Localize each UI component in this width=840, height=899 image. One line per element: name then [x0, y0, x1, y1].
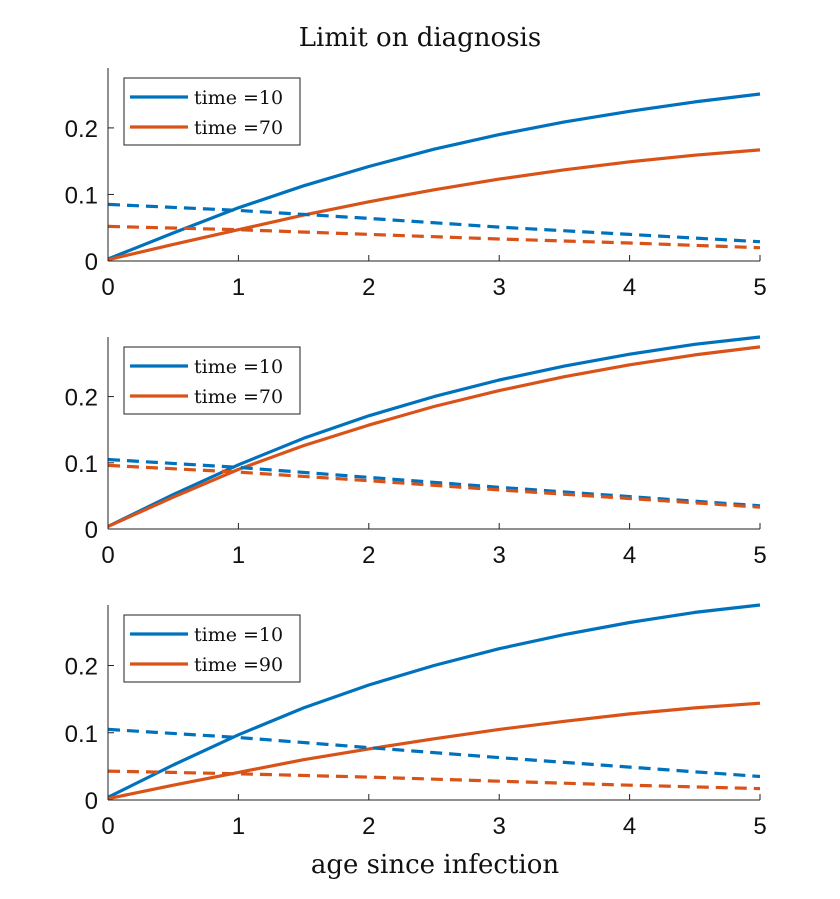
x-tick-label: 5: [753, 274, 766, 301]
x-tick-label: 5: [753, 813, 766, 840]
series-line-3-3-dashed: [107, 727, 761, 779]
legend-label: time =70: [194, 386, 283, 408]
x-axis-label: age since infection: [311, 850, 559, 880]
y-tick-label: 0.2: [65, 385, 98, 412]
legend: time =10 time =70: [123, 77, 301, 146]
legend: time =10 time =70: [123, 346, 301, 415]
x-tick-label: 1: [232, 813, 245, 840]
subplot-3: 0 1 2 3 4 5 0 0.1 0.2 time =10 time =90: [65, 603, 767, 840]
y-tick-label: 0.1: [65, 721, 98, 748]
series-line-1-3-dashed: [107, 202, 761, 244]
x-tick-label: 2: [362, 274, 375, 301]
legend-label: time =90: [194, 654, 283, 676]
x-tick-label: 4: [623, 542, 636, 569]
figure-title: Limit on diagnosis: [299, 23, 541, 53]
legend-box: [123, 77, 301, 146]
legend-box: [123, 346, 301, 415]
x-tick-label: 2: [362, 813, 375, 840]
y-tick-label: 0.2: [65, 654, 98, 681]
subplot-1: 0 1 2 3 4 5 0 0.1 0.2 time =10 time =70: [65, 68, 767, 301]
x-tick-label: 0: [101, 274, 114, 301]
subplot-2: 0 1 2 3 4 5 0 0.1 0.2 time =10 time =70: [65, 335, 767, 569]
x-tick-label: 0: [101, 542, 114, 569]
legend-box: [123, 614, 301, 683]
x-tick-label: 3: [493, 274, 506, 301]
series-line-2-3-dashed: [107, 457, 761, 508]
legend-label: time =70: [194, 117, 283, 139]
legend-label: time =10: [194, 356, 283, 378]
x-tick-label: 4: [623, 274, 636, 301]
series-line-1-4-dashed: [107, 224, 761, 250]
y-tick-label: 0.1: [65, 451, 98, 478]
legend: time =10 time =90: [123, 614, 301, 683]
x-tick-label: 3: [493, 542, 506, 569]
x-tick-label: 0: [101, 813, 114, 840]
legend-label: time =10: [194, 624, 283, 646]
x-tick-label: 2: [362, 542, 375, 569]
series-line-3-2-solid: [107, 701, 761, 801]
legend-label: time =10: [194, 87, 283, 109]
y-tick-label: 0: [85, 249, 98, 276]
x-tick-label: 5: [753, 542, 766, 569]
y-tick-label: 0: [85, 788, 98, 815]
series-line-2-1-solid: [107, 335, 761, 528]
series-line-1-1-solid: [107, 92, 761, 261]
y-tick-label: 0.2: [65, 116, 98, 143]
y-tick-label: 0.1: [65, 182, 98, 209]
series-line-1-2-solid: [107, 148, 761, 262]
series-line-3-1-solid: [107, 603, 761, 799]
y-tick-label: 0: [85, 517, 98, 544]
series-line-2-2-solid: [107, 345, 761, 528]
x-tick-label: 3: [493, 813, 506, 840]
x-tick-label: 4: [623, 813, 636, 840]
x-tick-label: 1: [232, 542, 245, 569]
x-tick-label: 1: [232, 274, 245, 301]
series-line-3-4-dashed: [107, 769, 761, 791]
series-line-2-4-dashed: [107, 463, 761, 509]
